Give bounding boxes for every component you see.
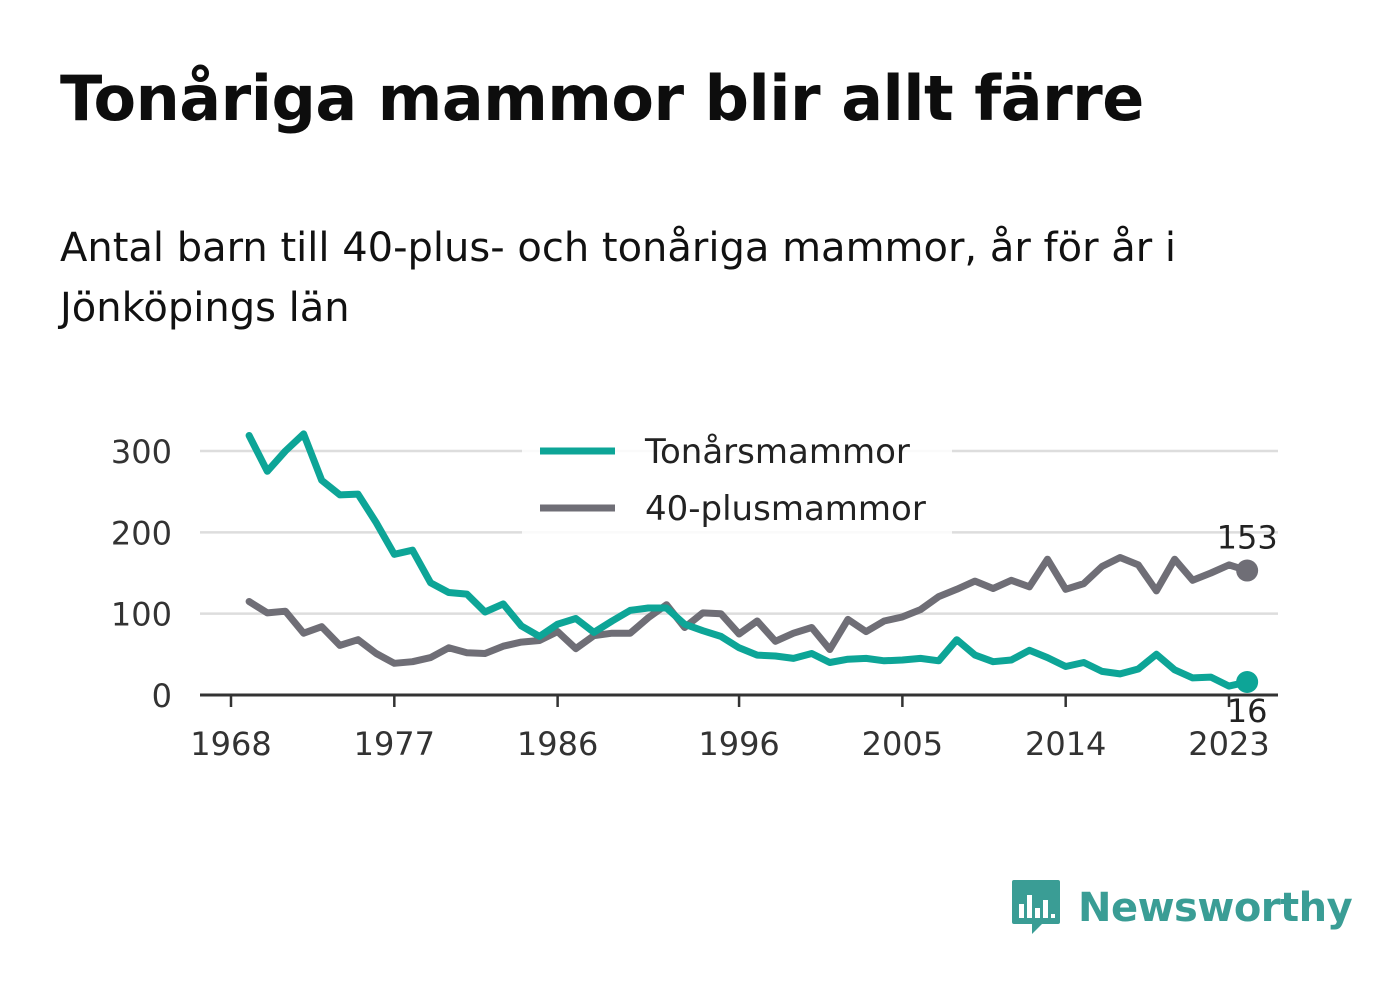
legend-background xyxy=(522,425,952,540)
x-tick-label: 1968 xyxy=(190,725,271,763)
end-point-marker xyxy=(1236,670,1259,693)
x-axis: 1968 1977 1986 1996 2005 2014 2023 xyxy=(190,693,1278,763)
series-lines xyxy=(245,430,1251,690)
legend: Tonårsmammor 40-plusmammor xyxy=(522,425,952,540)
y-tick-label: 100 xyxy=(111,596,172,634)
x-tick-label: 2014 xyxy=(1025,725,1106,763)
end-markers: 16 153 xyxy=(1217,519,1278,730)
end-value-label: 16 xyxy=(1227,692,1268,730)
y-tick-label: 200 xyxy=(111,514,172,552)
y-tick-labels: 0 100 200 300 xyxy=(111,433,172,715)
x-tick-label: 2023 xyxy=(1188,725,1269,763)
newsworthy-logo-text: Newsworthy xyxy=(1078,885,1353,931)
newsworthy-logo-icon xyxy=(1012,880,1060,934)
chart-title: Tonåriga mammor blir allt färre xyxy=(60,62,1144,135)
x-tick-label: 1977 xyxy=(354,725,435,763)
end-point-marker xyxy=(1236,559,1259,582)
chart-subtitle: Antal barn till 40-plus- och tonåriga ma… xyxy=(60,225,1177,331)
end-value-label: 153 xyxy=(1217,519,1278,557)
x-tick-label: 1986 xyxy=(517,725,598,763)
y-tick-label: 300 xyxy=(111,433,172,471)
series-line-tonarsmammor xyxy=(245,430,1251,690)
x-tick-label: 2005 xyxy=(862,725,943,763)
series-line-40-plusmammor xyxy=(245,554,1251,667)
newsworthy-logo: Newsworthy xyxy=(1010,878,1353,938)
y-tick-label: 0 xyxy=(152,677,172,715)
x-tick-label: 1996 xyxy=(698,725,779,763)
legend-label: Tonårsmammor xyxy=(644,432,910,472)
legend-label: 40-plusmammor xyxy=(645,489,926,529)
